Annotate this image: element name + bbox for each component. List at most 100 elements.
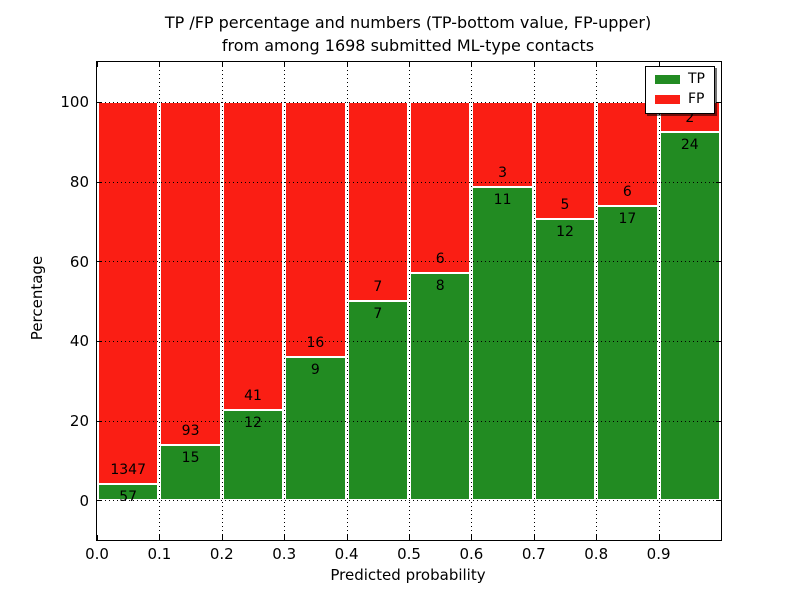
x-tick	[284, 535, 286, 540]
x-tick-label: 0.5	[397, 545, 421, 563]
y-tick-right	[716, 500, 721, 502]
x-tick-label: 0.6	[459, 545, 484, 563]
x-tick	[596, 535, 598, 540]
y-tick	[97, 420, 102, 422]
x-tick-top	[159, 62, 161, 67]
x-tick	[221, 535, 223, 540]
legend-label-tp: TP	[688, 71, 705, 87]
grid-line-v	[159, 62, 161, 540]
bar-label-fp: 6	[622, 183, 632, 200]
bar-label-fp: 93	[181, 422, 200, 439]
x-tick-label: 0.4	[334, 545, 359, 563]
bar-label-tp: 12	[556, 223, 574, 240]
bar-segment-tp	[347, 301, 408, 501]
bar-segment-tp	[285, 356, 346, 501]
x-tick	[159, 535, 161, 540]
bar-segment-fp	[534, 101, 596, 219]
x-tick	[658, 535, 660, 540]
x-tick-top	[533, 62, 535, 67]
x-axis-label: Predicted probability	[330, 566, 486, 584]
bar-label-fp: 41	[244, 387, 262, 404]
x-tick-label: 0.9	[646, 545, 671, 563]
bar-segment-tp	[410, 272, 471, 501]
x-tick-top	[97, 62, 98, 67]
y-tick-right	[716, 420, 721, 422]
x-tick-label: 0.3	[272, 545, 297, 563]
bar-label-tp: 7	[373, 306, 383, 322]
bar-label-fp: 3	[498, 165, 508, 182]
legend: TP FP	[645, 66, 715, 114]
bar-segment-tp	[534, 218, 596, 501]
bar-label-fp: 7	[373, 279, 383, 295]
bar-label-tp: 57	[119, 488, 138, 505]
bar-label-fp: 2	[685, 110, 695, 127]
y-tick-label: 0	[79, 491, 89, 510]
y-tick-label: 80	[69, 173, 89, 191]
bar-segment-fp	[472, 101, 533, 188]
x-tick-top	[596, 62, 598, 67]
x-tick-top	[346, 62, 348, 67]
bar-label-tp: 11	[493, 192, 512, 209]
y-tick-right	[716, 261, 721, 263]
x-tick-top	[284, 62, 286, 67]
bar-label-tp: 9	[310, 361, 320, 378]
chart-title-line2: from among 1698 submitted ML-type contac…	[221, 36, 595, 55]
x-tick	[471, 535, 473, 540]
legend-label-fp: FP	[688, 91, 705, 107]
x-tick-label: 0.7	[521, 545, 546, 563]
y-tick-right	[716, 340, 721, 342]
bar-segment-tp	[659, 132, 720, 501]
y-tick-right	[716, 181, 721, 183]
x-tick-top	[409, 62, 410, 67]
x-tick-label: 0.0	[85, 545, 109, 563]
x-tick	[346, 535, 348, 540]
bar-segment-tp	[472, 187, 533, 501]
grid-line-v	[533, 62, 535, 540]
y-tick-right	[716, 101, 721, 103]
grid-line-v	[221, 62, 223, 540]
legend-row-tp: TP	[655, 72, 705, 87]
x-tick	[409, 535, 410, 540]
bar-segment-tp	[160, 444, 221, 501]
y-tick	[97, 340, 102, 342]
chart-title-line1: TP /FP percentage and numbers (TP-bottom…	[164, 13, 652, 32]
x-tick-label: 0.8	[584, 545, 609, 563]
y-tick	[97, 500, 102, 502]
x-tick	[533, 535, 535, 540]
bar-segment-tp	[597, 205, 658, 501]
bar-label-fp: 6	[435, 250, 445, 267]
chart-title: TP /FP percentage and numbers (TP-bottom…	[96, 11, 720, 57]
bar-label-tp: 12	[244, 414, 262, 431]
x-tick-top	[221, 62, 223, 67]
bar-segment-fp	[222, 101, 284, 410]
grid-line-v	[596, 62, 598, 540]
plot-area: 1347 57 93 15 41 12 16 9 7 7 6 8 3 11 5 12 6 17 2 24 0 20 40 60…	[60, 61, 722, 563]
bar-label-fp: 5	[560, 196, 570, 213]
grid-line-v	[658, 62, 660, 540]
bar-label-tp: 15	[181, 449, 200, 466]
bar-segment-fp	[285, 101, 346, 357]
bar-segment-fp	[597, 101, 658, 206]
y-tick	[97, 101, 102, 103]
y-tick-label: 20	[69, 412, 89, 430]
legend-swatch-fp-icon	[655, 95, 680, 104]
grid-line-v	[284, 62, 286, 540]
y-tick-label: 60	[69, 252, 89, 271]
y-tick-label: 100	[60, 93, 89, 112]
x-tick-label: 0.2	[209, 545, 234, 563]
y-tick	[97, 261, 102, 263]
bar-label-tp: 8	[435, 277, 445, 294]
legend-row-fp: FP	[655, 92, 705, 107]
x-tick	[97, 535, 98, 540]
bar-segment-tp	[222, 409, 284, 501]
bar-segment-fp	[160, 101, 221, 445]
bar-segment-tp	[98, 483, 159, 501]
bar-label-tp: 24	[680, 137, 699, 154]
bar-label-tp: 17	[618, 210, 637, 227]
bar-segment-fp	[410, 101, 471, 273]
y-tick-label: 40	[69, 332, 89, 351]
bar-label-fp: 16	[306, 334, 325, 351]
grid-line-v	[471, 62, 473, 540]
bar-segment-fp	[347, 101, 408, 301]
